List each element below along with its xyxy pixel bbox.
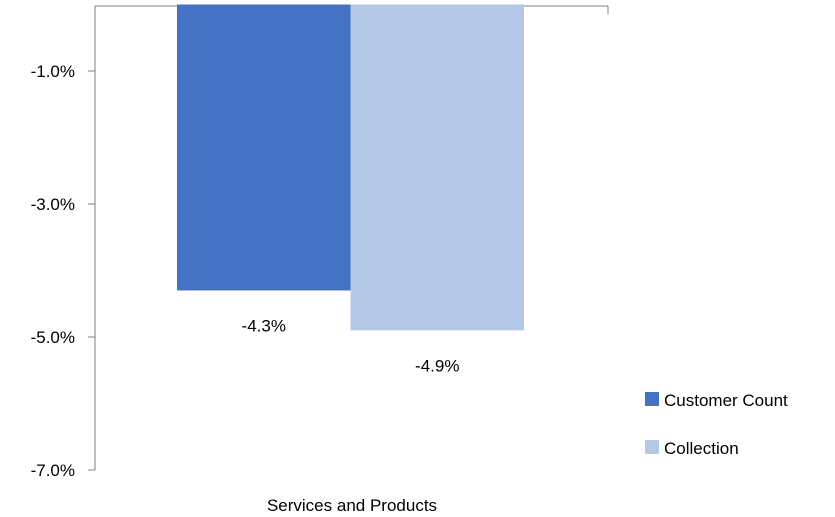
legend-label-collection: Collection bbox=[664, 439, 739, 458]
bar-customer-count bbox=[177, 4, 351, 291]
legend-swatch-customer-count bbox=[645, 392, 659, 406]
data-label-customer-count: -4.3% bbox=[242, 316, 286, 335]
bar-collection bbox=[350, 4, 524, 331]
data-label-collection: -4.9% bbox=[415, 356, 459, 375]
bar-data-labels: -4.3% -4.9% bbox=[242, 316, 460, 375]
y-tick-label: -5.0% bbox=[31, 328, 75, 347]
y-axis-ticks: -1.0% -3.0% -5.0% -7.0% bbox=[31, 62, 95, 480]
y-tick-label: -1.0% bbox=[31, 62, 75, 81]
x-axis-categories: Services and Products bbox=[267, 496, 437, 515]
y-tick-label: -7.0% bbox=[31, 461, 75, 480]
category-label: Services and Products bbox=[267, 496, 437, 515]
legend: Customer Count Collection bbox=[645, 391, 788, 458]
legend-swatch-collection bbox=[645, 440, 659, 454]
bars bbox=[177, 4, 524, 331]
legend-label-customer-count: Customer Count bbox=[664, 391, 788, 410]
y-tick-label: -3.0% bbox=[31, 195, 75, 214]
